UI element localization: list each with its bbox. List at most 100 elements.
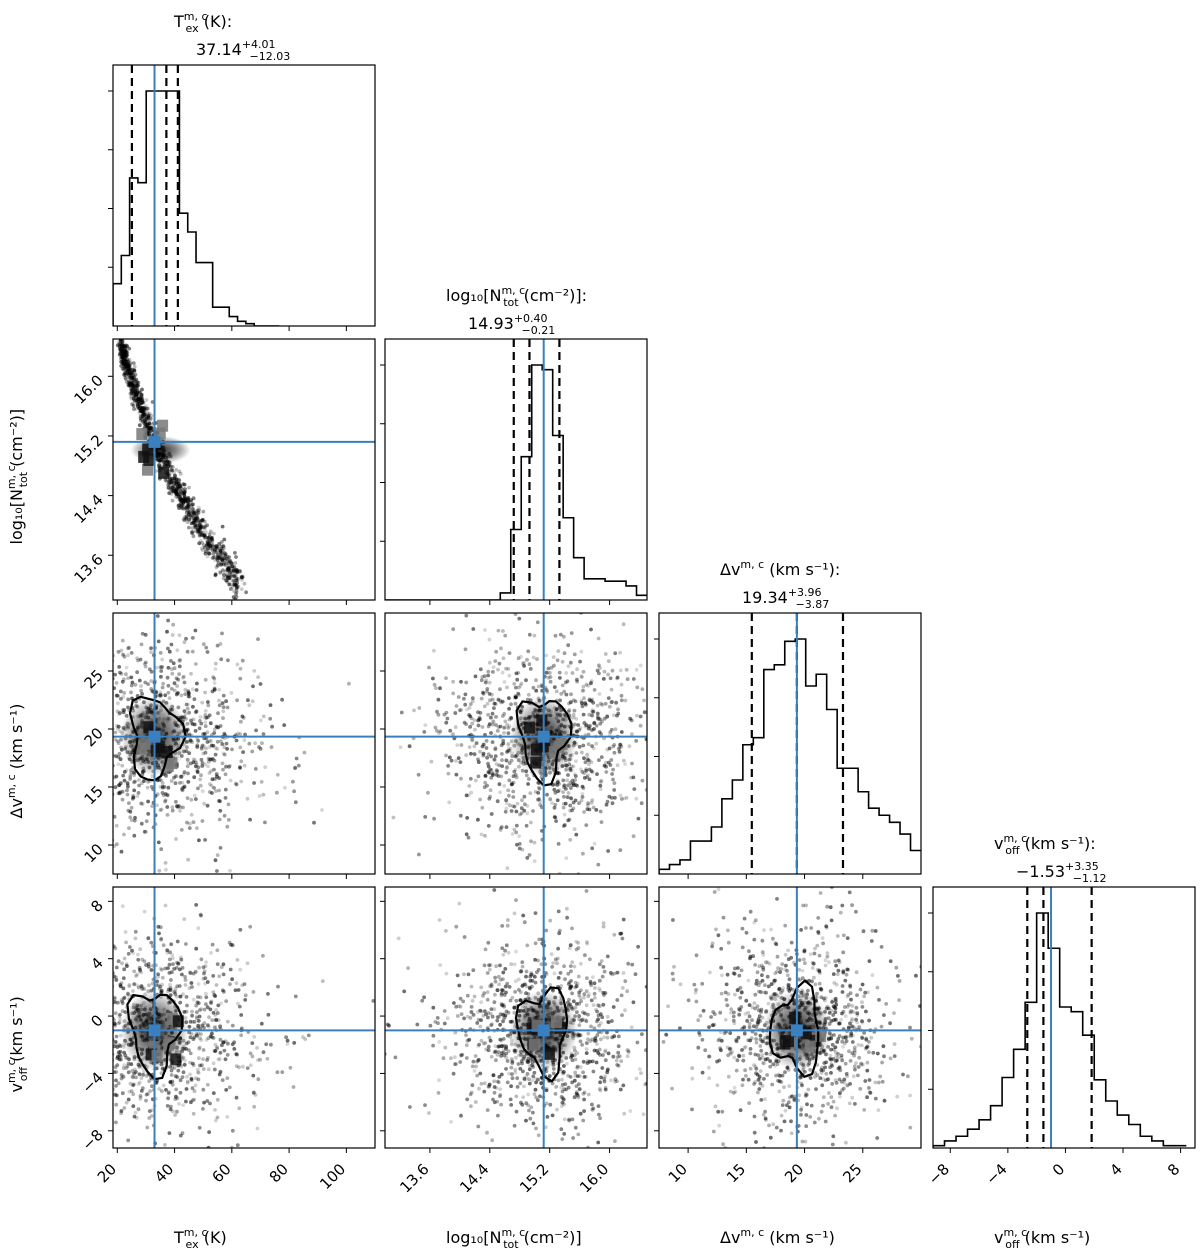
sample-point xyxy=(159,778,164,783)
sample-point xyxy=(619,744,624,749)
sample-point xyxy=(476,723,481,728)
sample-point xyxy=(114,1102,119,1107)
sample-point xyxy=(199,746,204,751)
sample-point xyxy=(185,1163,189,1167)
sample-point xyxy=(231,568,236,573)
sample-point xyxy=(557,782,561,786)
sample-point xyxy=(68,1169,72,1173)
sample-point xyxy=(459,679,463,684)
sample-point xyxy=(108,985,112,989)
sample-point xyxy=(172,666,177,671)
sample-point xyxy=(195,826,199,830)
sample-point xyxy=(520,939,524,943)
sample-point xyxy=(60,710,64,714)
sample-point xyxy=(554,819,558,823)
sample-point xyxy=(98,747,102,751)
sample-point xyxy=(572,709,577,713)
sample-point xyxy=(121,1066,126,1070)
sample-point xyxy=(581,712,586,717)
sample-point xyxy=(595,1033,600,1038)
sample-point xyxy=(131,396,136,401)
sample-point xyxy=(134,1160,138,1164)
sample-point xyxy=(185,820,189,825)
sample-point xyxy=(74,682,78,686)
sample-point xyxy=(102,749,106,753)
sample-point xyxy=(36,1043,40,1047)
sample-point xyxy=(606,760,611,765)
sample-point xyxy=(135,383,140,388)
sample-point xyxy=(165,1104,170,1108)
sample-point xyxy=(170,1082,175,1087)
sample-point xyxy=(185,520,190,524)
sample-point xyxy=(618,848,623,852)
sample-point xyxy=(608,676,613,681)
sample-point xyxy=(180,780,185,785)
sample-point xyxy=(587,697,592,701)
sample-point xyxy=(158,665,163,670)
sample-point xyxy=(132,1114,137,1119)
sample-point xyxy=(137,1080,142,1085)
sample-point xyxy=(186,504,191,508)
sample-point xyxy=(617,750,622,754)
sample-point xyxy=(207,1025,211,1029)
sample-point xyxy=(582,696,586,701)
sample-point xyxy=(191,1111,196,1116)
sample-point xyxy=(176,677,181,682)
sample-point xyxy=(581,669,586,674)
sample-point xyxy=(62,1012,66,1016)
sample-point xyxy=(215,747,220,751)
sample-point xyxy=(555,778,560,783)
sample-point xyxy=(431,676,435,681)
sample-point xyxy=(236,731,240,736)
sample-point xyxy=(119,997,124,1002)
sample-point xyxy=(568,781,573,785)
sample-point xyxy=(160,982,165,987)
sample-point xyxy=(62,1151,66,1155)
sample-point xyxy=(484,678,489,683)
sample-point xyxy=(204,530,208,534)
sample-point xyxy=(517,891,521,895)
sample-point xyxy=(119,697,123,701)
sample-point xyxy=(134,377,139,382)
sample-point xyxy=(175,485,180,490)
sample-point xyxy=(180,972,184,977)
sample-point xyxy=(213,661,218,666)
sample-point xyxy=(131,989,135,993)
sample-point xyxy=(230,578,235,583)
sample-point xyxy=(226,566,230,571)
sample-point xyxy=(453,710,457,715)
sample-point xyxy=(86,1001,90,1005)
sample-point xyxy=(192,1089,197,1093)
sample-point xyxy=(580,792,585,796)
sample-point xyxy=(515,801,520,806)
sample-point xyxy=(113,785,118,790)
sample-point xyxy=(140,406,144,410)
sample-point xyxy=(116,694,121,698)
sample-point xyxy=(471,627,476,631)
sample-point xyxy=(199,1063,204,1068)
sample-point xyxy=(194,1014,199,1019)
sample-point xyxy=(597,716,601,721)
sample-point xyxy=(109,1127,113,1131)
sample-point xyxy=(216,556,220,560)
sample-point xyxy=(184,702,189,707)
sample-point xyxy=(218,548,223,553)
sample-point xyxy=(123,930,128,934)
sample-point xyxy=(179,693,184,698)
sample-point xyxy=(582,1011,587,1016)
title-ntot: log₁₀[Nm, c tot (cm⁻²)]: xyxy=(446,284,587,309)
sample-point xyxy=(536,684,541,689)
sample-point xyxy=(631,834,636,839)
sample-point xyxy=(183,499,188,504)
sample-point xyxy=(590,846,595,851)
sample-point xyxy=(192,775,197,780)
sample-point xyxy=(507,803,512,808)
sample-point xyxy=(482,785,487,790)
sample-point xyxy=(470,737,474,742)
sample-point xyxy=(89,1063,93,1067)
sample-point xyxy=(490,772,495,776)
sample-point xyxy=(611,1005,616,1009)
sample-point xyxy=(220,701,225,705)
sample-point xyxy=(84,949,88,953)
sample-point xyxy=(115,709,120,714)
